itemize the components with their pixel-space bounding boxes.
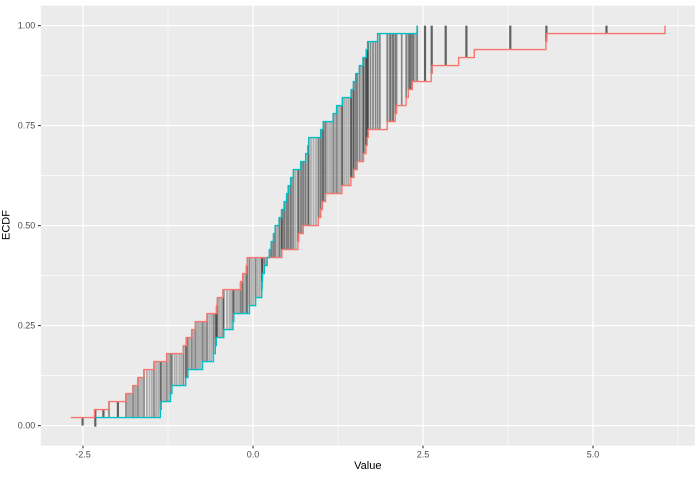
svg-text:0.25: 0.25 — [18, 320, 36, 330]
svg-text:0.00: 0.00 — [18, 420, 36, 430]
svg-text:2.5: 2.5 — [417, 450, 430, 460]
svg-text:Value: Value — [354, 460, 381, 472]
svg-text:0.0: 0.0 — [247, 450, 260, 460]
svg-text:ECDF: ECDF — [1, 210, 13, 240]
svg-text:1.00: 1.00 — [18, 20, 36, 30]
svg-text:0.75: 0.75 — [18, 120, 36, 130]
svg-text:-2.5: -2.5 — [75, 450, 91, 460]
svg-text:5.0: 5.0 — [587, 450, 600, 460]
svg-text:0.50: 0.50 — [18, 220, 36, 230]
